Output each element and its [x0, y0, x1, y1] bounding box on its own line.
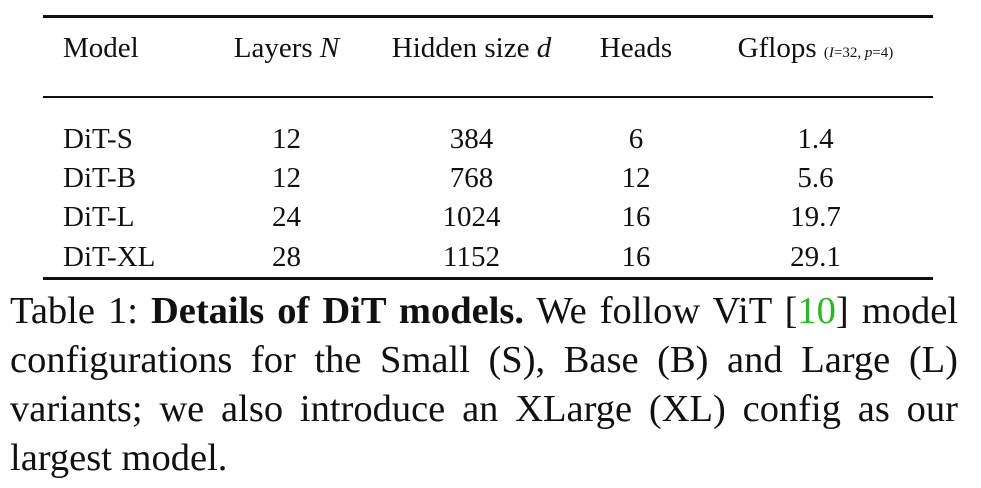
- citation-link[interactable]: 10: [797, 290, 836, 332]
- cell-hidden: 768: [449, 162, 494, 194]
- note-mid: =32,: [833, 44, 865, 61]
- header-model: Model: [63, 31, 139, 64]
- cell-layers: 24: [272, 201, 301, 233]
- table-body: DiT-S 12 384 6 1.4 DiT-B 12 768 12 5.6 D…: [43, 74, 933, 277]
- header-hidden-size: Hidden size d: [369, 18, 574, 74]
- cell-model: DiT-B: [63, 162, 137, 194]
- header-heads: Heads: [599, 31, 673, 64]
- cell-model: DiT-S: [63, 123, 133, 155]
- note-var-p: p: [864, 44, 873, 61]
- cell-hidden: 384: [449, 123, 494, 155]
- table-row: DiT-XL 28 1152 16 29.1: [43, 237, 933, 277]
- cell-heads: 16: [621, 201, 651, 233]
- header-gflops-note: (I=32, p=4): [824, 45, 893, 61]
- table-row: DiT-S 12 384 6 1.4: [43, 120, 933, 159]
- cell-gflops: 5.6: [797, 162, 834, 194]
- cell-heads: 16: [621, 240, 651, 273]
- caption-text-after-ref: ] model configurations for the Small (S)…: [10, 290, 958, 479]
- table-row: DiT-B 12 768 12 5.6: [43, 159, 933, 198]
- cell-model: DiT-XL: [63, 240, 156, 273]
- mid-rule: [43, 96, 933, 98]
- top-rule: [43, 15, 933, 18]
- header-layers-var: N: [319, 31, 340, 64]
- note-var-i: I: [828, 44, 834, 61]
- dit-models-table: Model Layers N Hidden size d Heads Gflop…: [43, 15, 933, 280]
- header-gflops-label: Gflops: [737, 31, 817, 64]
- note-open: (: [823, 44, 829, 61]
- table: Model Layers N Hidden size d Heads Gflop…: [43, 18, 933, 277]
- cell-hidden: 1024: [442, 201, 501, 233]
- caption-text-before-ref: We follow ViT [: [536, 290, 798, 332]
- cell-gflops: 29.1: [790, 240, 841, 273]
- table-caption: Table 1: Details of DiT models. We follo…: [10, 287, 958, 483]
- cell-heads: 6: [628, 123, 644, 155]
- table-header: Model Layers N Hidden size d Heads Gflop…: [43, 18, 933, 74]
- header-layers-label: Layers: [233, 31, 313, 64]
- header-hidden-var: d: [536, 31, 552, 64]
- caption-title: Details of DiT models.: [150, 290, 525, 332]
- cell-layers: 12: [272, 123, 301, 155]
- header-hidden-label: Hidden size: [391, 31, 530, 64]
- cell-model: DiT-L: [63, 201, 135, 233]
- table-row: DiT-L 24 1024 16 19.7: [43, 198, 933, 237]
- bottom-rule: [43, 277, 933, 280]
- caption-label: Table 1:: [10, 290, 138, 332]
- cell-layers: 28: [272, 240, 301, 273]
- cell-heads: 12: [621, 162, 651, 194]
- header-layers: Layers N: [204, 18, 369, 74]
- cell-hidden: 1152: [443, 240, 500, 273]
- header-row: Model Layers N Hidden size d Heads Gflop…: [43, 18, 933, 74]
- cell-layers: 12: [272, 162, 301, 194]
- header-gflops: Gflops (I=32, p=4): [698, 18, 933, 74]
- cell-gflops: 1.4: [797, 123, 834, 155]
- cell-gflops: 19.7: [790, 201, 841, 233]
- note-close: =4): [872, 44, 894, 61]
